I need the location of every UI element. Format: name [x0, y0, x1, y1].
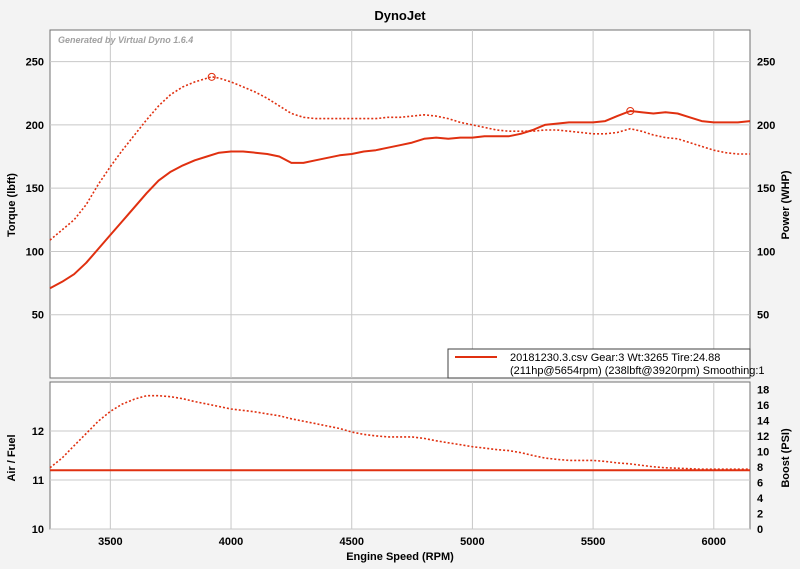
- peak-marker: [626, 106, 635, 115]
- top-grid: [50, 30, 750, 378]
- top-right-ticks: 50 100 150 200 250: [757, 57, 775, 322]
- x-tick-label: 5000: [460, 536, 484, 548]
- torque-tick-label: 150: [26, 183, 44, 195]
- torque-tick-label: 250: [26, 57, 44, 69]
- torque-axis-label: Torque (lbft): [6, 173, 18, 237]
- power-series-line: [49, 76, 750, 241]
- x-tick-label: 5500: [581, 536, 605, 548]
- torque-tick-label: 50: [32, 310, 44, 322]
- bottom-left-ticks: 10 11 12: [32, 426, 44, 536]
- boost-tick-label: 10: [757, 447, 769, 459]
- boost-tick-label: 6: [757, 478, 763, 490]
- top-panel: Generated by Virtual Dyno 1.6.4 50 100 150…: [6, 29, 792, 379]
- boost-tick-label: 16: [757, 400, 769, 412]
- boost-tick-label: 18: [757, 385, 769, 397]
- power-tick-label: 50: [757, 310, 769, 322]
- x-axis-label: Engine Speed (RPM): [346, 551, 454, 563]
- air-fuel-tick-label: 11: [32, 475, 44, 487]
- power-tick-label: 150: [757, 183, 775, 195]
- air-fuel-axis-label: Air / Fuel: [6, 434, 18, 481]
- boost-axis-label: Boost (PSI): [780, 428, 792, 488]
- boost-tick-label: 0: [757, 524, 763, 536]
- x-axis-ticks: 3500 4000 4500 5000 5500 6000: [98, 536, 726, 548]
- x-tick-label: 4000: [219, 536, 243, 548]
- boost-tick-label: 12: [757, 431, 769, 443]
- top-series: [49, 72, 751, 290]
- torque-tick-label: 200: [26, 120, 44, 132]
- watermark-text: Generated by Virtual Dyno 1.6.4: [58, 35, 193, 45]
- boost-tick-label: 8: [757, 462, 763, 474]
- legend-line-1: 20181230.3.csv Gear:3 Wt:3265 Tire:24.88: [510, 352, 720, 364]
- x-tick-label: 4500: [339, 536, 363, 548]
- power-tick-label: 100: [757, 246, 775, 258]
- bottom-grid: [50, 382, 750, 530]
- air-fuel-tick-label: 12: [32, 426, 44, 438]
- bottom-series: [49, 394, 750, 472]
- legend-box: [447, 348, 751, 379]
- bottom-plot-area: [49, 381, 751, 530]
- chart-title: DynoJet: [374, 8, 426, 23]
- boost-tick-label: 4: [757, 493, 764, 505]
- x-tick-label: 3500: [98, 536, 122, 548]
- top-plot-area: [49, 29, 751, 379]
- x-tick-label: 6000: [702, 536, 726, 548]
- air-fuel-tick-label: 10: [32, 524, 44, 536]
- bottom-right-ticks: 0 2 4 6 8 10 12 14 16 18: [757, 385, 770, 536]
- power-tick-label: 200: [757, 120, 775, 132]
- bottom-panel: 10 11 12 0 2 4 6 8 10 12 14 16 18 Air / Fuel Boost …: [6, 381, 792, 536]
- boost-tick-label: 2: [757, 509, 763, 521]
- legend-line-2: (211hp@5654rpm) (238lbft@3920rpm) Smooth…: [510, 365, 765, 377]
- power-tick-label: 250: [757, 57, 775, 69]
- peak-marker: [207, 72, 216, 81]
- legend: 20181230.3.csv Gear:3 Wt:3265 Tire:24.88…: [447, 348, 765, 379]
- power-axis-label: Power (WHP): [780, 170, 792, 239]
- top-left-ticks: 50 100 150 200 250: [26, 57, 44, 322]
- boost-tick-label: 14: [757, 416, 770, 428]
- torque-tick-label: 100: [26, 246, 44, 258]
